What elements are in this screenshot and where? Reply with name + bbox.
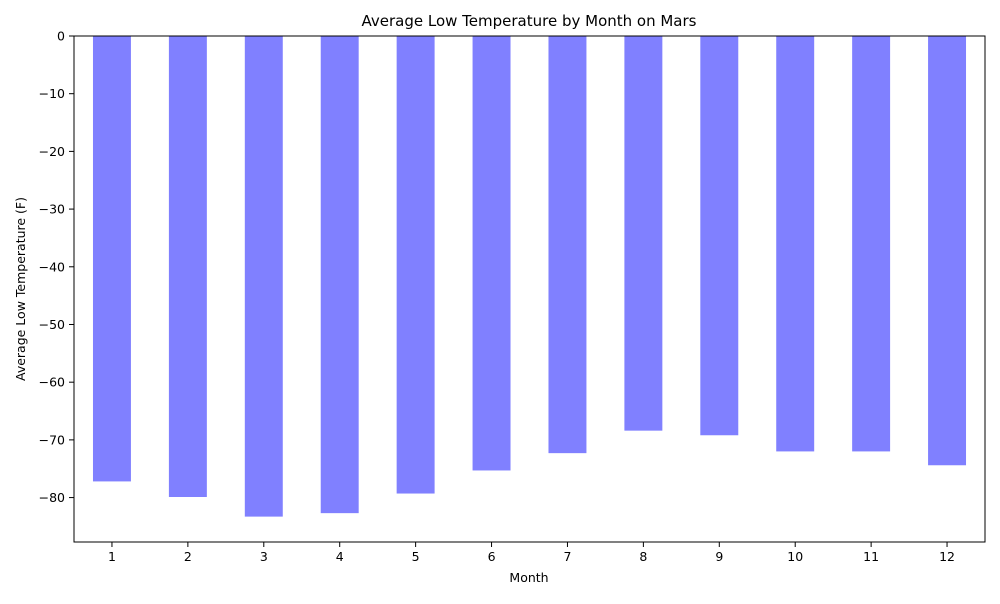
bar-month-7 — [548, 36, 587, 454]
y-tick-label: −80 — [39, 490, 65, 505]
x-tick-label: 11 — [863, 549, 879, 564]
x-tick-label: 9 — [715, 549, 723, 564]
y-tick-label: −20 — [39, 144, 65, 159]
x-tick-label: 7 — [563, 549, 571, 564]
bar-month-10 — [776, 36, 815, 452]
x-tick-label: 2 — [184, 549, 192, 564]
bar-month-6 — [472, 36, 511, 471]
x-tick-label: 1 — [108, 549, 116, 564]
y-tick-label: 0 — [57, 29, 65, 44]
bar-month-11 — [852, 36, 891, 452]
x-tick-label: 10 — [787, 549, 803, 564]
y-tick-label: −30 — [39, 202, 65, 217]
bar-month-2 — [168, 36, 207, 497]
x-tick-label: 6 — [488, 549, 496, 564]
x-axis-label: Month — [509, 570, 548, 585]
bar-month-4 — [320, 36, 359, 514]
y-axis-label: Average Low Temperature (F) — [13, 197, 28, 381]
bar-month-12 — [928, 36, 967, 466]
y-tick-label: −10 — [39, 86, 65, 101]
bar-month-3 — [244, 36, 283, 517]
x-tick-label: 4 — [336, 549, 344, 564]
x-tick-label: 5 — [412, 549, 420, 564]
bar-month-1 — [92, 36, 131, 482]
y-tick-label: −70 — [39, 432, 65, 447]
x-tick-label: 12 — [939, 549, 955, 564]
bars-group — [92, 36, 967, 517]
y-tick-label: −50 — [39, 317, 65, 332]
bar-month-9 — [700, 36, 739, 436]
y-axis: 0 −10 −20 −30 −40 −50 −60 −70 −80 — [39, 29, 74, 505]
plot-frame — [73, 35, 986, 543]
bar-month-8 — [624, 36, 663, 431]
x-tick-label: 8 — [639, 549, 647, 564]
bar-month-5 — [396, 36, 435, 494]
y-tick-label: −40 — [39, 259, 65, 274]
x-tick-label: 3 — [260, 549, 268, 564]
x-axis: 1 2 3 4 5 6 7 8 9 10 11 12 — [108, 542, 955, 564]
y-tick-label: −60 — [39, 375, 65, 390]
chart-title: Average Low Temperature by Month on Mars — [362, 12, 697, 30]
